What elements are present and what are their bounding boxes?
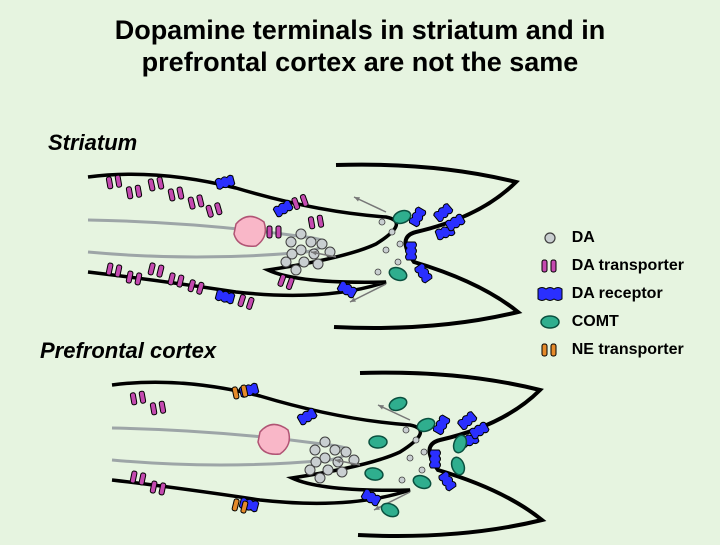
legend-row-dar: DA receptor	[536, 284, 684, 304]
legend-label-dat: DA transporter	[572, 257, 684, 275]
legend-row-da: DA	[536, 228, 684, 248]
legend-row-net: NE transporter	[536, 340, 684, 360]
legend-row-comt: COMT	[536, 312, 684, 332]
dar-icon	[536, 284, 564, 304]
title-line-2: prefrontal cortex are not the same	[0, 46, 720, 78]
striatum-diagram	[86, 162, 526, 332]
dat-icon	[536, 256, 564, 276]
legend-label-dar: DA receptor	[572, 285, 663, 303]
page-title: Dopamine terminals in striatum and in pr…	[0, 0, 720, 79]
comt-icon	[536, 312, 564, 332]
legend-label-net: NE transporter	[572, 341, 684, 359]
legend: DA DA transporter DA receptor COMT NE tr…	[536, 228, 684, 368]
legend-label-da: DA	[572, 229, 595, 247]
prefrontal-label: Prefrontal cortex	[40, 338, 216, 364]
title-line-1: Dopamine terminals in striatum and in	[0, 14, 720, 46]
net-icon	[536, 340, 564, 360]
prefrontal-diagram	[110, 370, 550, 540]
legend-label-comt: COMT	[572, 313, 619, 331]
legend-row-dat: DA transporter	[536, 256, 684, 276]
da-icon	[536, 228, 564, 248]
striatum-label: Striatum	[48, 130, 137, 156]
